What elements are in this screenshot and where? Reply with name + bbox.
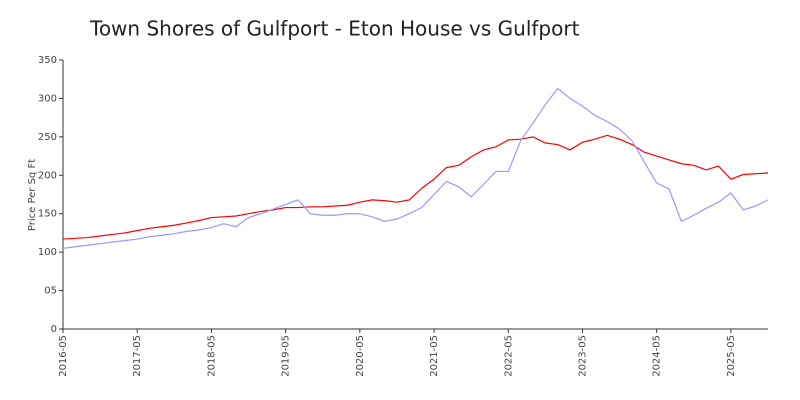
x-tick-label: 2021-05: [429, 335, 440, 377]
x-tick-label: 2017-05: [132, 335, 143, 377]
x-tick-label: 2019-05: [281, 335, 292, 377]
y-axis-label: Price Per Sq Ft: [27, 159, 38, 231]
y-tick-label: 05: [44, 286, 57, 297]
series-line: [62, 134, 769, 240]
y-tick-label: 0: [51, 324, 57, 335]
y-tick-label: 350: [38, 55, 57, 66]
y-tick-label: 100: [38, 247, 57, 258]
x-tick-label: 2020-05: [355, 335, 366, 377]
x-tick-label: 2024-05: [652, 335, 663, 377]
x-tick-label: 2022-05: [503, 335, 514, 377]
x-tick-label: 2018-05: [206, 335, 217, 377]
x-tick-label: 2023-05: [577, 335, 588, 377]
series-line: [62, 87, 769, 249]
x-tick-label: 2016-05: [58, 335, 69, 377]
x-tick-label: 2025-05: [726, 335, 737, 377]
y-tick-label: 150: [38, 209, 57, 220]
chart-title: Town Shores of Gulfport - Eton House vs …: [89, 17, 580, 41]
y-tick-label: 250: [38, 132, 57, 143]
y-tick-label: 200: [38, 170, 57, 181]
y-tick-label: 300: [38, 93, 57, 104]
